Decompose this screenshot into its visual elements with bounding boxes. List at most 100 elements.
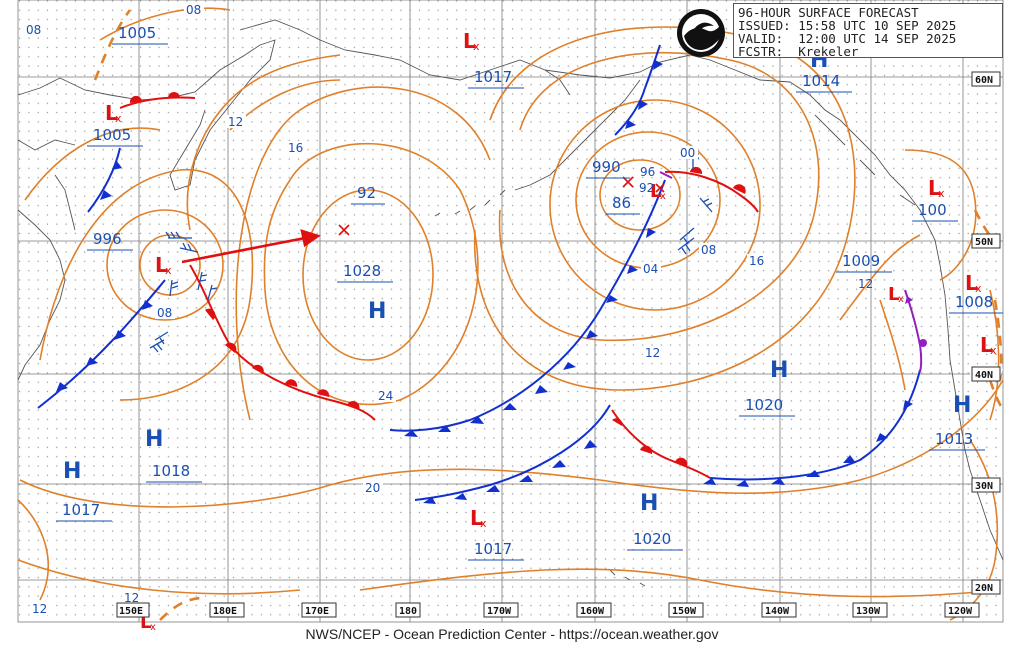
isobars <box>17 7 1004 621</box>
lon-label: 120W <box>944 602 980 618</box>
pressure-label-small: 92 <box>639 181 654 195</box>
pressure-label: 1028 <box>337 262 393 283</box>
high-icon: H <box>953 393 971 418</box>
low-icon: Lx <box>140 612 156 633</box>
pressure-label: 86 <box>606 194 640 215</box>
low-icon: Lx <box>650 181 666 202</box>
svg-text:60N: 60N <box>975 75 993 86</box>
lat-label: 20N <box>971 579 1001 595</box>
lat-label: 50N <box>971 233 1001 249</box>
svg-text:x: x <box>975 282 982 295</box>
pressure-label: 1017 <box>468 68 524 89</box>
isobar-labels: 08 08 12 16 04 08 16 12 24 20 12 08 00 1… <box>24 3 767 616</box>
svg-text:996: 996 <box>93 230 122 248</box>
high-icon: H <box>640 491 658 516</box>
pressure-label: 1005 <box>87 126 143 147</box>
pressure-label: 1013 <box>929 430 985 451</box>
svg-text:L: L <box>965 271 978 295</box>
svg-text:12: 12 <box>645 346 660 360</box>
svg-text:L: L <box>105 101 118 125</box>
svg-text:1005: 1005 <box>118 24 156 42</box>
svg-text:180: 180 <box>399 606 417 617</box>
svg-text:12: 12 <box>32 602 47 616</box>
lon-label: 180 <box>395 602 421 618</box>
header-issued: ISSUED: 15:58 UTC 10 SEP 2025 <box>738 18 957 33</box>
pressure-label: 990 <box>586 158 630 179</box>
latitude-labels: 60N 50N 40N 30N 20N <box>971 71 1001 595</box>
svg-text:160W: 160W <box>580 606 605 617</box>
svg-text:L: L <box>980 333 993 357</box>
svg-text:130W: 130W <box>856 606 881 617</box>
lat-label: 40N <box>971 366 1001 382</box>
lon-label: 160W <box>576 602 612 618</box>
future-position-markers <box>338 176 665 236</box>
header-valid: VALID: 12:00 UTC 14 SEP 2025 <box>738 31 957 46</box>
lon-label: 140W <box>761 602 797 618</box>
svg-text:L: L <box>140 612 151 633</box>
svg-text:x: x <box>473 40 480 53</box>
pressure-label: 92 <box>351 184 385 205</box>
svg-text:170W: 170W <box>487 606 512 617</box>
svg-text:1008: 1008 <box>955 293 993 311</box>
svg-text:L: L <box>470 506 483 530</box>
svg-text:100: 100 <box>918 201 947 219</box>
pressure-label: 1008 <box>949 293 1003 314</box>
svg-text:L: L <box>463 29 476 53</box>
svg-text:1017: 1017 <box>474 68 512 86</box>
pressure-label: 996 <box>87 230 133 251</box>
low-icon: Lx <box>965 271 982 295</box>
svg-text:x: x <box>165 264 172 277</box>
footer-credit: NWS/NCEP - Ocean Prediction Center - htt… <box>305 626 719 642</box>
svg-text:150W: 150W <box>672 606 697 617</box>
lat-label: 60N <box>971 71 1001 87</box>
svg-text:1014: 1014 <box>802 72 840 90</box>
svg-text:20N: 20N <box>975 583 993 594</box>
svg-text:08: 08 <box>157 306 172 320</box>
high-icon: H <box>145 427 163 452</box>
pressure-label-small: 96 <box>640 165 655 179</box>
svg-text:1018: 1018 <box>152 462 190 480</box>
svg-text:x: x <box>480 517 487 530</box>
noaa-logo-icon: NOAA <box>677 9 725 57</box>
pressure-label: 100 <box>912 201 958 222</box>
lat-label: 30N <box>971 477 1001 493</box>
svg-text:x: x <box>990 344 997 357</box>
svg-text:50N: 50N <box>975 237 993 248</box>
pressure-label: 1018 <box>146 462 202 483</box>
svg-text:92: 92 <box>357 184 376 202</box>
svg-text:1005: 1005 <box>93 126 131 144</box>
svg-text:30N: 30N <box>975 481 993 492</box>
longitude-labels: 180E 170E 180 170W 160W 150W 140W 130W 1… <box>116 602 980 618</box>
svg-text:08: 08 <box>701 243 716 257</box>
svg-text:20: 20 <box>365 481 380 495</box>
svg-text:00: 00 <box>680 146 695 160</box>
lon-label: 170E <box>301 602 337 618</box>
svg-text:180E: 180E <box>213 606 237 617</box>
svg-text:16: 16 <box>288 141 303 155</box>
low-icon: Lx <box>463 29 480 53</box>
lon-label: 180E <box>209 602 245 618</box>
svg-text:x: x <box>150 622 156 633</box>
svg-text:x: x <box>938 187 945 200</box>
svg-text:NOAA: NOAA <box>692 15 710 22</box>
svg-text:08: 08 <box>26 23 41 37</box>
lon-label: 150W <box>668 602 704 618</box>
svg-text:24: 24 <box>378 389 393 403</box>
high-icon: H <box>770 358 788 383</box>
svg-text:1017: 1017 <box>474 540 512 558</box>
pressure-label-small: 12 <box>858 277 873 291</box>
svg-text:12: 12 <box>228 115 243 129</box>
svg-text:120W: 120W <box>948 606 973 617</box>
svg-text:12: 12 <box>124 591 139 605</box>
pressure-label: 1009 <box>836 252 892 273</box>
occluded-symbols <box>905 296 927 347</box>
svg-text:x: x <box>898 294 904 305</box>
svg-text:12: 12 <box>858 277 873 291</box>
svg-text:92: 92 <box>639 181 654 195</box>
pressure-label: 1020 <box>627 530 683 551</box>
pressure-label: 1020 <box>739 396 795 417</box>
svg-text:x: x <box>660 191 666 202</box>
lon-label: 130W <box>852 602 888 618</box>
